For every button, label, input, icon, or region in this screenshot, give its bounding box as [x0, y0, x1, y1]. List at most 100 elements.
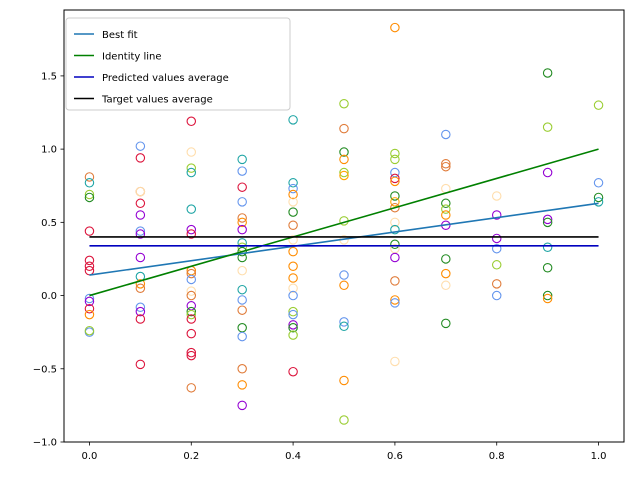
data-point: [186, 314, 197, 324]
data-point: [339, 123, 349, 134]
data-point: [186, 309, 197, 320]
data-point: [288, 320, 298, 330]
data-point: [237, 197, 247, 207]
data-point: [186, 204, 197, 214]
data-point: [84, 261, 95, 272]
data-point: [288, 330, 298, 340]
data-point: [390, 239, 400, 250]
data-point: [542, 214, 553, 225]
data-point: [390, 298, 400, 308]
data-point: [135, 186, 146, 197]
legend-label-best-fit: Best fit: [102, 30, 138, 41]
data-point: [237, 213, 247, 223]
data-point: [441, 280, 451, 291]
fit-lines: [89, 148, 599, 297]
x-tick-label: 0.4: [285, 451, 301, 462]
data-point: [237, 380, 247, 390]
data-point: [135, 252, 146, 263]
y-tick-label: 1.0: [41, 145, 57, 156]
data-point: [441, 268, 451, 279]
data-point: [339, 321, 349, 332]
data-point: [288, 197, 298, 207]
data-point: [84, 309, 95, 320]
data-point: [135, 229, 146, 239]
data-point: [593, 178, 604, 188]
data-point: [542, 290, 553, 301]
data-point: [186, 268, 197, 279]
data-point: [186, 229, 197, 239]
data-point: [542, 68, 553, 78]
data-point: [390, 356, 400, 367]
x-tick-label: 0.2: [183, 451, 199, 462]
data-point: [593, 197, 604, 207]
data-point: [135, 314, 146, 324]
y-axis: −1.0 −0.5 0.0 0.5 1.0 1.5: [33, 71, 64, 449]
data-point: [542, 122, 553, 132]
data-point: [542, 262, 553, 273]
data-point: [135, 306, 146, 317]
data-point: [237, 331, 247, 342]
data-point: [288, 306, 298, 317]
data-point: [186, 328, 197, 339]
data-point: [84, 255, 95, 266]
data-point: [288, 273, 298, 283]
data-point: [237, 154, 247, 165]
data-point: [339, 280, 349, 291]
data-point: [491, 260, 502, 270]
data-point: [186, 167, 197, 178]
data-point: [441, 210, 451, 220]
data-point: [135, 141, 146, 151]
data-point: [237, 265, 247, 276]
data-point: [542, 242, 553, 252]
x-tick-label: 0.8: [489, 451, 505, 462]
data-point: [288, 207, 298, 217]
data-point: [186, 286, 197, 296]
data-point: [390, 191, 400, 201]
data-point: [390, 202, 400, 213]
y-tick-label: −1.0: [33, 438, 57, 449]
data-point: [390, 176, 400, 187]
data-point: [237, 400, 247, 411]
x-axis: 0.0 0.2 0.4 0.6 0.8 1.0: [82, 442, 606, 462]
data-point: [135, 210, 146, 220]
data-point: [186, 290, 197, 301]
data-point: [390, 217, 400, 228]
data-point: [135, 198, 146, 209]
data-point: [186, 306, 197, 317]
data-point: [390, 22, 400, 33]
data-point: [441, 204, 451, 214]
data-point: [84, 303, 95, 314]
data-point: [288, 115, 298, 125]
data-point: [288, 220, 298, 231]
data-point: [491, 233, 502, 244]
data-point: [390, 276, 400, 286]
data-point: [390, 252, 400, 263]
data-point: [339, 154, 349, 165]
data-point: [288, 189, 298, 200]
data-point: [288, 309, 298, 320]
data-point: [288, 178, 298, 188]
data-point: [84, 178, 95, 188]
legend: Best fit Identity line Predicted values av…: [65, 17, 291, 111]
y-tick-label: 0.0: [41, 291, 57, 302]
data-point: [390, 173, 400, 184]
data-point: [135, 302, 146, 313]
data-point: [186, 224, 197, 235]
data-point: [237, 166, 247, 176]
data-point: [84, 293, 95, 304]
data-point: [441, 198, 451, 209]
x-tick-label: 0.6: [387, 451, 403, 462]
data-point: [390, 197, 400, 207]
data-point: [339, 270, 349, 280]
data-point: [288, 366, 298, 377]
data-point: [186, 383, 197, 393]
data-point: [339, 147, 349, 157]
data-point: [288, 246, 298, 257]
scatter-points: [84, 22, 604, 425]
data-point: [135, 153, 146, 163]
data-point: [237, 364, 247, 374]
data-point: [84, 325, 95, 336]
data-point: [186, 274, 197, 285]
data-point: [441, 129, 451, 140]
legend-box: [65, 17, 291, 111]
